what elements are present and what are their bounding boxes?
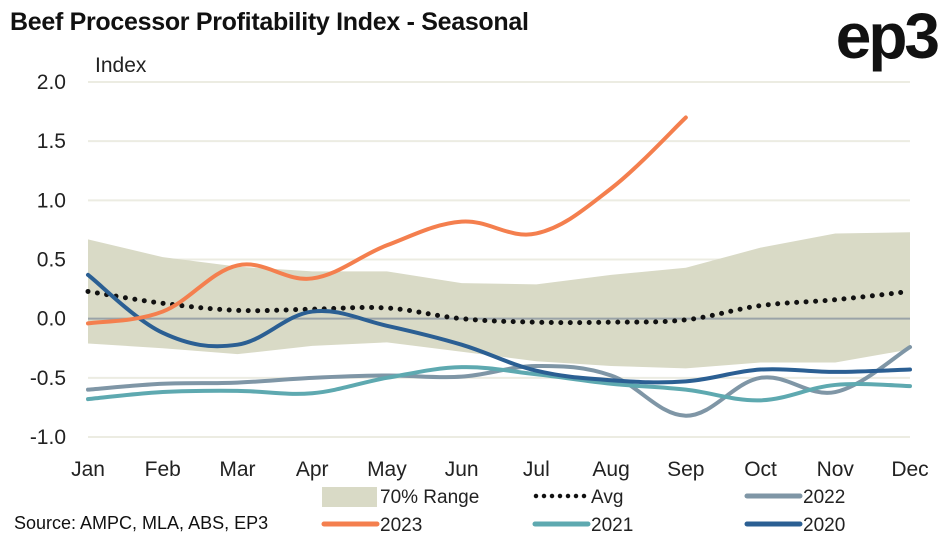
series-line-2020 bbox=[86, 272, 912, 385]
x-tick-label: Feb bbox=[145, 458, 181, 481]
legend-item-2022: 2022 bbox=[744, 487, 845, 508]
legend-label: 2021 bbox=[591, 515, 633, 536]
y-tick-label: 0.0 bbox=[37, 308, 66, 331]
y-axis-label: Index bbox=[95, 54, 147, 77]
x-tick-label: Jul bbox=[523, 458, 550, 481]
legend-label: 2020 bbox=[803, 515, 845, 536]
x-tick-label: Oct bbox=[744, 458, 777, 481]
legend-label: 2023 bbox=[380, 515, 422, 536]
range-band bbox=[88, 232, 910, 369]
x-tick-label: Mar bbox=[219, 458, 255, 481]
legend-swatch bbox=[322, 487, 377, 507]
series-lines bbox=[85, 115, 913, 418]
legend-label: Avg bbox=[591, 487, 623, 508]
y-tick-label: 1.0 bbox=[37, 189, 66, 212]
x-tick-label: May bbox=[367, 458, 407, 481]
legend: 70% Range Avg 2022 2023 2021 2020 bbox=[321, 487, 845, 536]
y-axis-ticks: 2.0 1.5 1.0 0.5 0.0 -0.5 -1.0 bbox=[30, 71, 66, 449]
legend-item-2023: 2023 bbox=[321, 515, 422, 536]
y-tick-label: -1.0 bbox=[30, 426, 66, 449]
ep3-logo: ep3 bbox=[835, 0, 940, 72]
y-tick-label: 0.5 bbox=[37, 249, 66, 272]
legend-label: 70% Range bbox=[380, 487, 479, 508]
legend-item-2021: 2021 bbox=[532, 515, 633, 536]
source-note: Source: AMPC, MLA, ABS, EP3 bbox=[14, 513, 269, 533]
chart-title: Beef Processor Profitability Index - Sea… bbox=[10, 8, 529, 36]
x-tick-label: Apr bbox=[296, 458, 329, 481]
series-line-2022 bbox=[86, 345, 912, 418]
x-tick-label: Aug bbox=[592, 458, 629, 481]
series-line-avg bbox=[85, 288, 913, 326]
x-tick-label: Sep bbox=[667, 458, 704, 481]
y-tick-label: -0.5 bbox=[30, 367, 66, 390]
y-tick-label: 1.5 bbox=[37, 130, 66, 153]
x-tick-label: Jan bbox=[71, 458, 105, 481]
legend-item-2020: 2020 bbox=[744, 515, 845, 536]
legend-label: 2022 bbox=[803, 487, 845, 508]
x-tick-label: Nov bbox=[817, 458, 855, 481]
legend-item-70-range: 70% Range bbox=[322, 487, 479, 508]
x-tick-label: Jun bbox=[445, 458, 479, 481]
series-line-2021 bbox=[86, 365, 912, 403]
legend-item-avg: Avg bbox=[533, 487, 623, 508]
y-tick-label: 2.0 bbox=[37, 71, 66, 94]
x-tick-label: Dec bbox=[891, 458, 928, 481]
x-axis-ticks: Jan Feb Mar Apr May Jun Jul Aug Sep Oct Nov Dec bbox=[71, 458, 929, 481]
series-line-2023 bbox=[86, 115, 688, 326]
range-band-area bbox=[88, 232, 910, 369]
